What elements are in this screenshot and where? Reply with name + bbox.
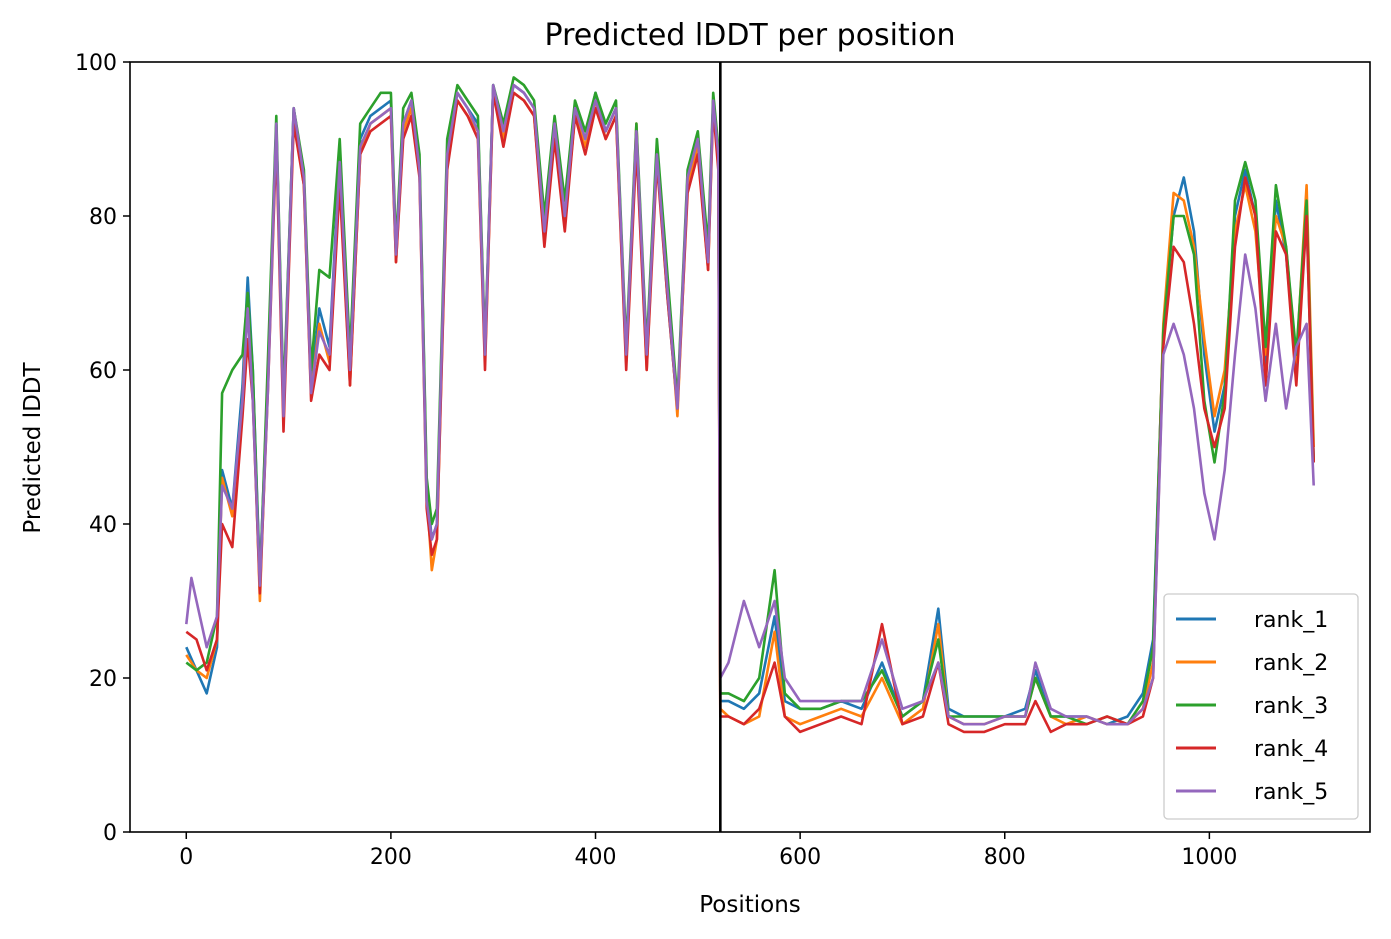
legend-label: rank_2 <box>1254 651 1328 676</box>
x-tick-label: 200 <box>370 845 412 870</box>
y-axis-ticks: 0 20 40 60 80 100 <box>75 51 130 846</box>
y-tick-label: 60 <box>89 359 117 384</box>
y-tick-label: 100 <box>75 51 117 76</box>
legend-label: rank_4 <box>1254 737 1328 762</box>
legend-label: rank_1 <box>1254 608 1328 633</box>
series-line-rank-4 <box>185 91 1315 734</box>
plot-frame <box>129 61 1371 833</box>
y-tick-label: 20 <box>89 667 117 692</box>
y-tick-label: 40 <box>89 513 117 538</box>
x-tick-label: 0 <box>179 845 193 870</box>
y-axis-label: Predicted lDDT <box>20 361 46 533</box>
y-tick-label: 0 <box>103 821 117 846</box>
legend-box <box>1163 593 1359 820</box>
legend-label: rank_5 <box>1254 780 1328 805</box>
x-tick-label: 800 <box>984 845 1026 870</box>
series-line-rank-5 <box>185 83 1315 726</box>
x-tick-label: 1000 <box>1181 845 1237 870</box>
x-tick-label: 400 <box>575 845 617 870</box>
y-tick-label: 80 <box>89 205 117 230</box>
legend-label: rank_3 <box>1254 694 1328 719</box>
plot-lines <box>185 76 1315 734</box>
x-axis-label: Positions <box>699 892 801 918</box>
x-axis-ticks: 0 200 400 600 800 1000 <box>179 832 1237 870</box>
legend: rank_1 rank_2 rank_3 rank_4 rank_5 <box>1163 593 1359 820</box>
chart-title: Predicted lDDT per position <box>545 18 956 53</box>
x-tick-label: 600 <box>779 845 821 870</box>
